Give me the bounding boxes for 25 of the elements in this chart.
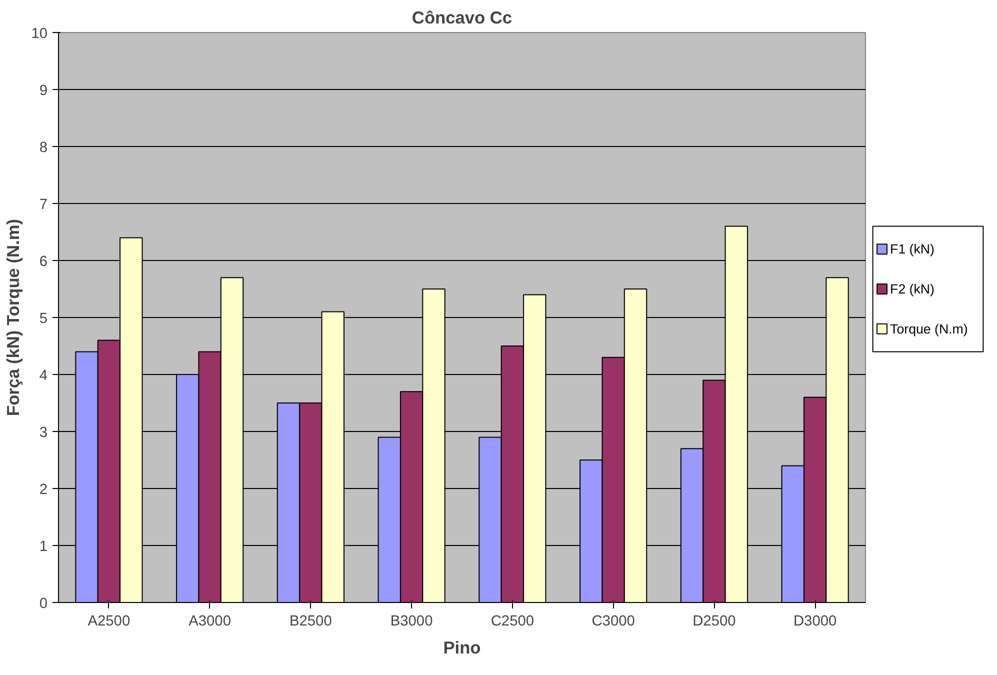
y-tick-label: 1: [39, 539, 48, 555]
y-axis-title: Força (kN) Torque (N.m): [3, 218, 24, 416]
x-tick-label: C2500: [490, 614, 534, 630]
x-tick-label: B3000: [390, 614, 433, 630]
y-tick-label: 3: [39, 425, 48, 441]
x-tick-label: C3000: [592, 614, 635, 630]
y-tick-label: 10: [31, 26, 48, 42]
y-tick-label: 0: [39, 596, 48, 612]
x-tick-label: B2500: [289, 614, 332, 630]
chart-title: Côncavo Cc: [412, 8, 512, 28]
x-tick-label: D3000: [793, 614, 837, 630]
legend-label: F1 (kN): [890, 242, 934, 257]
x-tick-label: A2500: [88, 614, 130, 630]
y-tick-label: 4: [39, 368, 48, 384]
x-axis-title: Pino: [443, 638, 481, 658]
y-tick-label: 9: [39, 83, 48, 99]
x-tick-label: D2500: [692, 614, 736, 630]
y-tick-label: 5: [39, 311, 48, 327]
legend-label: F2 (kN): [890, 282, 934, 296]
legend-label: Torque (N.m): [890, 321, 968, 336]
x-tick-label: A3000: [188, 614, 232, 630]
y-tick-label: 7: [39, 197, 48, 213]
y-tick-label: 6: [39, 254, 48, 270]
y-tick-label: 2: [39, 482, 48, 498]
y-tick-label: 8: [39, 140, 48, 156]
